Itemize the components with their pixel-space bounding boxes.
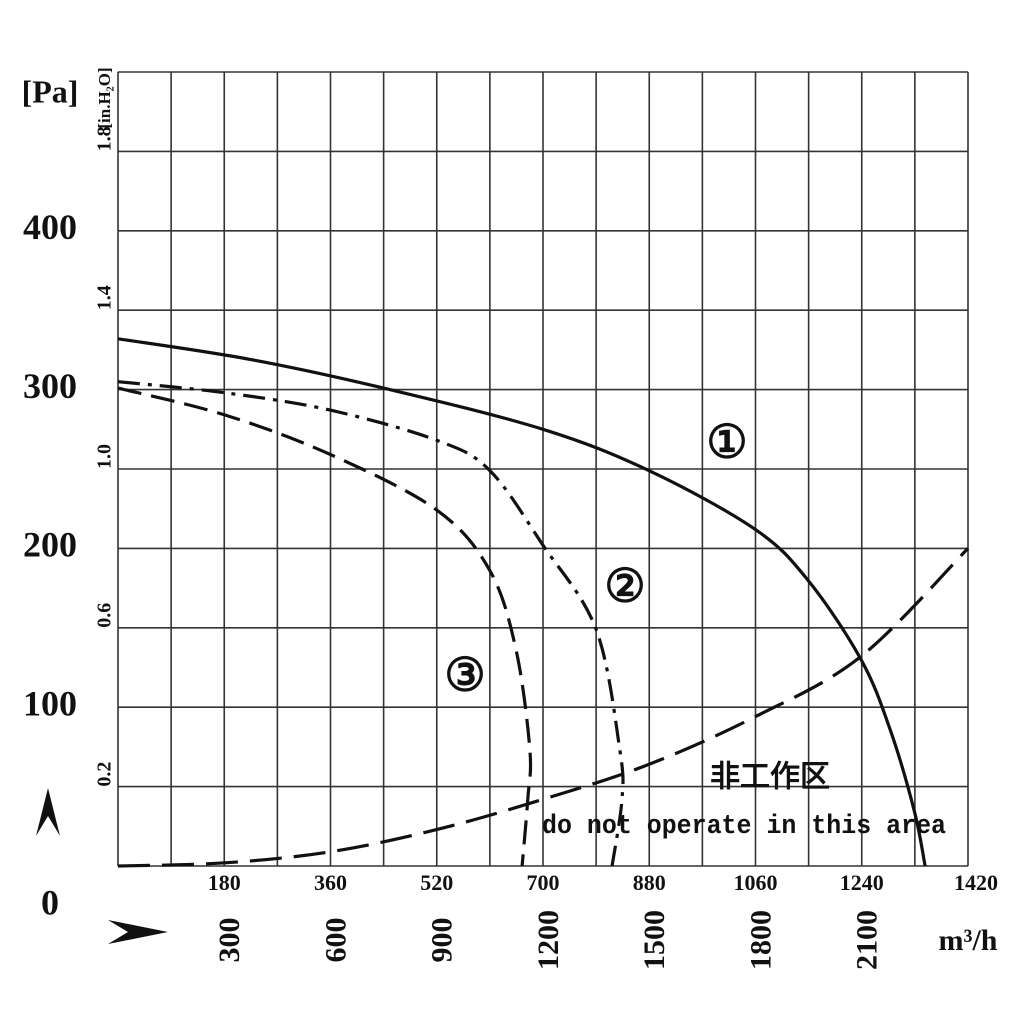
y2-tick-label: 1.8 (94, 126, 116, 151)
curve-label: ③ (444, 650, 485, 701)
x2-tick-label: 360 (314, 870, 347, 895)
y2-tick-label: 1.4 (94, 285, 116, 310)
x-tick-label: 600 (319, 918, 352, 963)
x-unit-label: m³/h (938, 924, 997, 957)
y-tick-label: 100 (23, 683, 77, 723)
annotation: 非工作区 (710, 760, 830, 795)
y-tick-label: 400 (23, 207, 77, 247)
curve (117, 380, 625, 867)
curve (117, 386, 533, 867)
x-tick-label: 1500 (638, 910, 671, 970)
x-tick-label: 1200 (532, 910, 565, 970)
annotation: do not operate in this area (542, 812, 946, 842)
y-tick-label: 300 (23, 366, 77, 406)
y-unit-label: [Pa] (22, 73, 79, 109)
y-arrow (36, 788, 60, 836)
x-tick-label: 300 (213, 918, 246, 963)
y2-unit-label: [in.H₂O] (95, 67, 114, 128)
x2-tick-label: 180 (208, 870, 241, 895)
y2-tick-label: 0.2 (94, 762, 116, 787)
curve-label: ① (706, 417, 747, 468)
curve-label: ② (604, 561, 645, 612)
x2-tick-label: 1240 (840, 870, 884, 895)
y2-tick-label: 0.6 (94, 603, 116, 628)
x2-tick-label: 1060 (734, 870, 778, 895)
x-tick-label: 2100 (851, 910, 884, 970)
boundary-line (117, 547, 970, 868)
x2-tick-label: 520 (420, 870, 453, 895)
x2-tick-label: 1420 (954, 870, 998, 895)
y-tick-label: 200 (23, 525, 77, 565)
y-tick-label: 0 (41, 882, 59, 922)
x2-tick-label: 700 (527, 870, 560, 895)
y2-tick-label: 1.0 (94, 444, 116, 469)
x2-tick-label: 880 (633, 870, 666, 895)
x-tick-label: 1800 (744, 910, 777, 970)
curve (117, 337, 927, 867)
x-arrow (108, 920, 168, 944)
x-tick-label: 900 (426, 918, 459, 963)
